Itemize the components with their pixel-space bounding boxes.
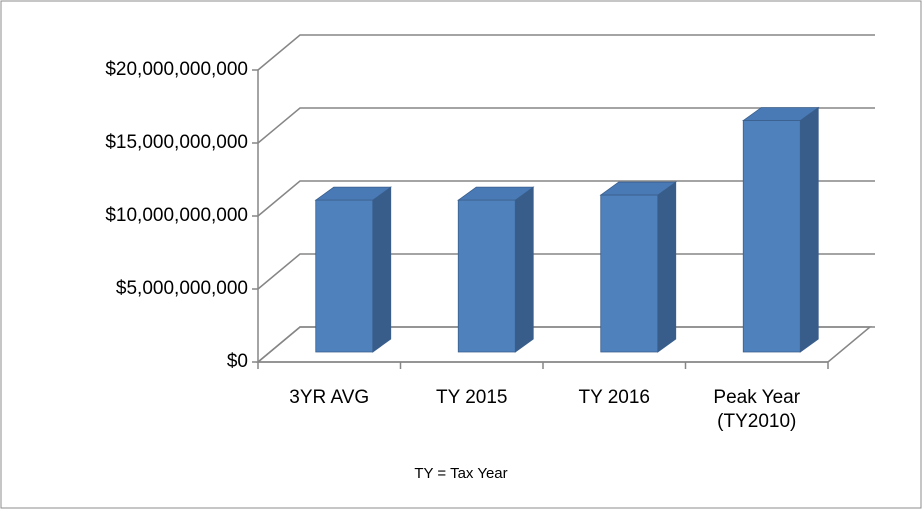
bar-front [742, 120, 801, 353]
bar-side [514, 186, 534, 353]
grid-line [257, 180, 875, 217]
x-tick-label: TY 2016 [578, 387, 650, 408]
annotation: TY = Tax Year [414, 465, 508, 482]
bar [314, 186, 392, 353]
bar-front [315, 199, 374, 353]
bar-side [799, 106, 819, 353]
y-tick-label: $15,000,000,000 [105, 132, 248, 153]
bar-front [457, 199, 516, 353]
grid-line [257, 34, 875, 71]
grid-line [257, 326, 875, 363]
y-tick-label: $20,000,000,000 [105, 59, 248, 80]
y-tick-label: $10,000,000,000 [105, 205, 248, 226]
bar-side [657, 181, 677, 353]
bar [599, 181, 677, 353]
x-tick-label: 3YR AVG [289, 387, 370, 408]
y-tick-label: $5,000,000,000 [115, 278, 248, 299]
grid-line [257, 253, 875, 290]
bar-side [372, 186, 392, 353]
x-tick-label: Peak Year (TY2010) [713, 387, 801, 432]
bar [742, 106, 820, 353]
bar-front [600, 194, 659, 353]
x-tick-label: TY 2015 [436, 387, 508, 408]
bar [457, 186, 535, 353]
grid-line [257, 107, 875, 144]
y-tick-label: $0 [226, 351, 248, 372]
